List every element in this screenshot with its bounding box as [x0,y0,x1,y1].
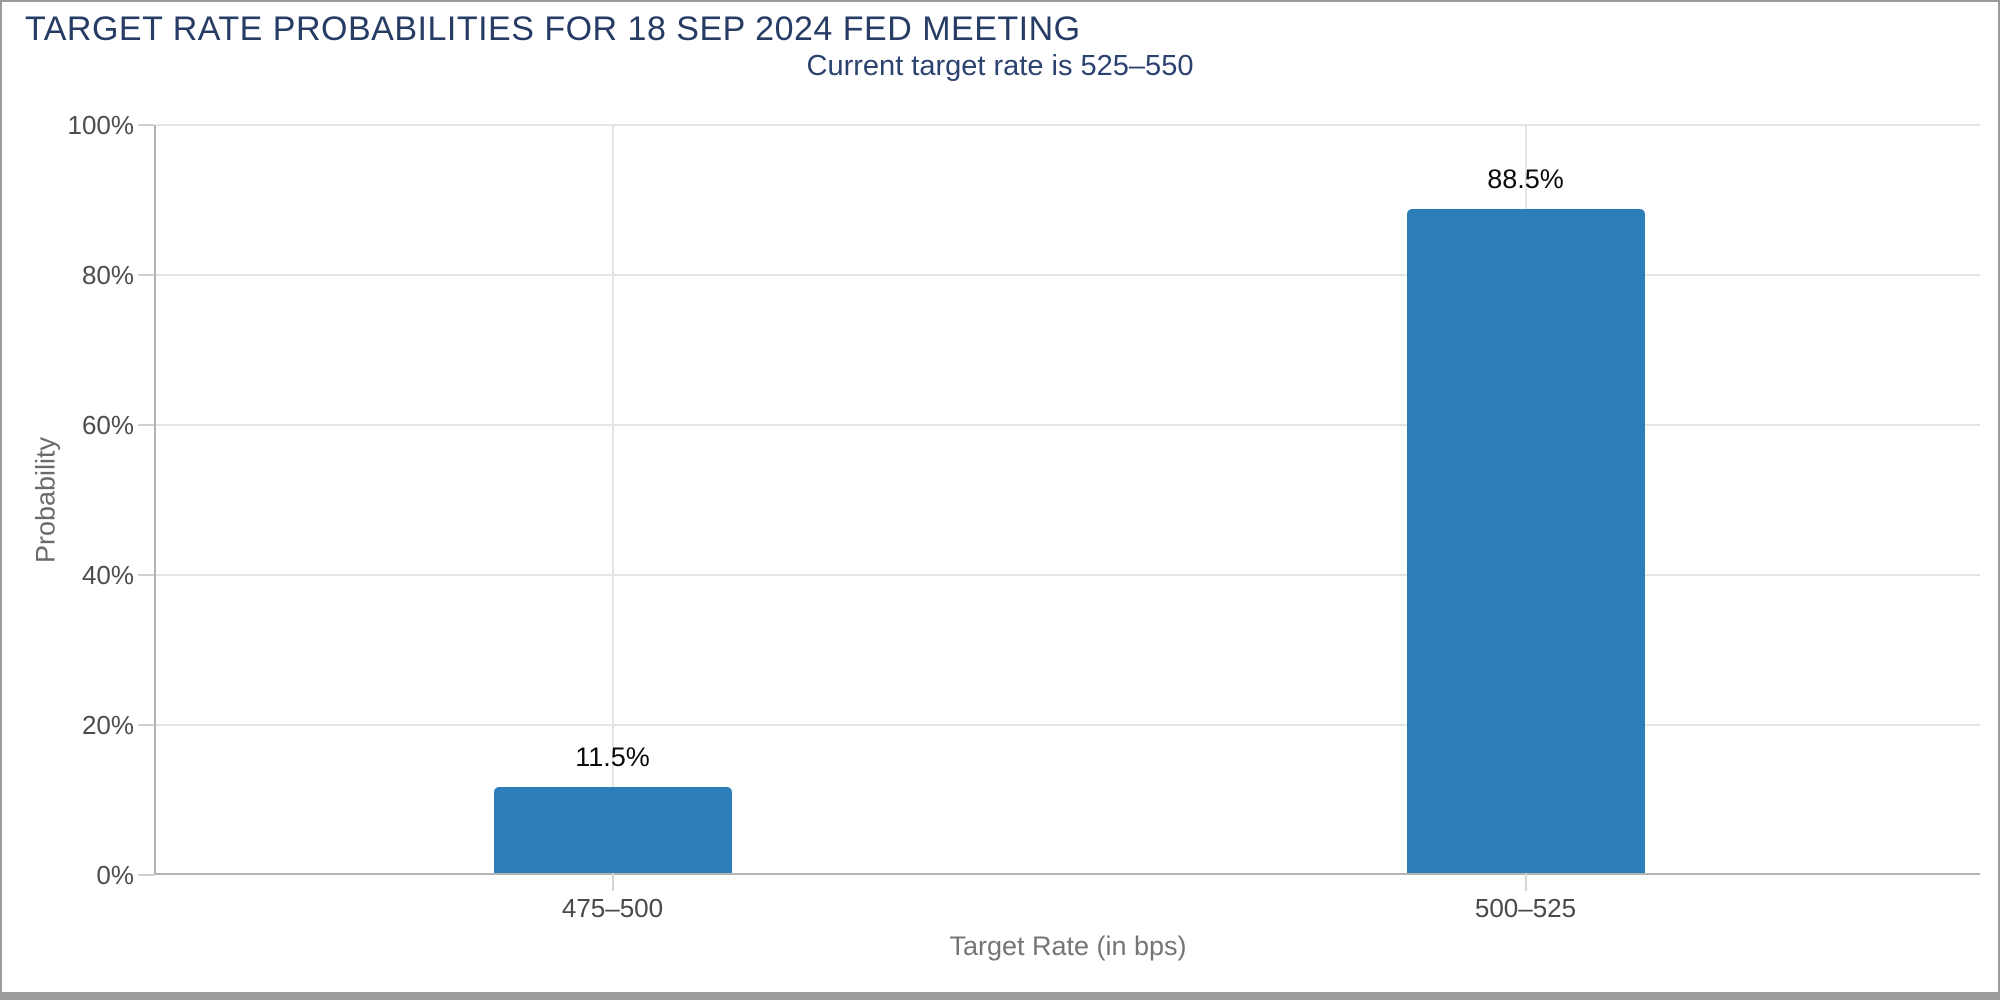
y-tick-label: 40% [81,560,134,590]
plot-area: 11.5% 88.5% 0% 20% 40% 60% 80% 100% 475–500 500–… [68,110,1980,961]
y-tick-label: 80% [81,260,134,290]
y-tick-mark [138,424,154,426]
y-tick-label: 100% [67,110,135,140]
h-gridline [156,124,1980,126]
probability-bar[interactable] [1406,209,1645,873]
y-tick-mark [138,574,154,576]
x-tick-label: 475–500 [561,893,664,923]
bar-value-label: 11.5% [575,741,650,772]
x-tick-mark [1524,873,1527,891]
bar-value-label: 88.5% [1487,164,1564,195]
chart-subtitle: Current target rate is 525–550 [806,50,1194,82]
y-tick-mark [138,274,154,276]
y-axis-title: Probability [30,436,61,564]
y-tick-mark [138,724,154,726]
y-tick-label: 60% [81,410,134,440]
h-gridline [156,574,1980,576]
y-tick-mark [138,124,154,126]
y-tick-mark [138,874,154,876]
chart-title: TARGET RATE PROBABILITIES FOR 18 SEP 202… [25,10,1081,48]
x-axis-title: Target Rate (in bps) [949,931,1187,961]
h-gridline [156,724,1980,726]
y-tick-label: 0% [96,860,134,890]
v-gridline [611,125,614,873]
probability-bar[interactable] [493,786,732,873]
x-tick-label: 500–525 [1474,893,1577,923]
x-tick-mark [611,873,614,891]
h-gridline [156,424,1980,426]
h-gridline [156,274,1980,276]
y-tick-label: 20% [81,710,134,740]
